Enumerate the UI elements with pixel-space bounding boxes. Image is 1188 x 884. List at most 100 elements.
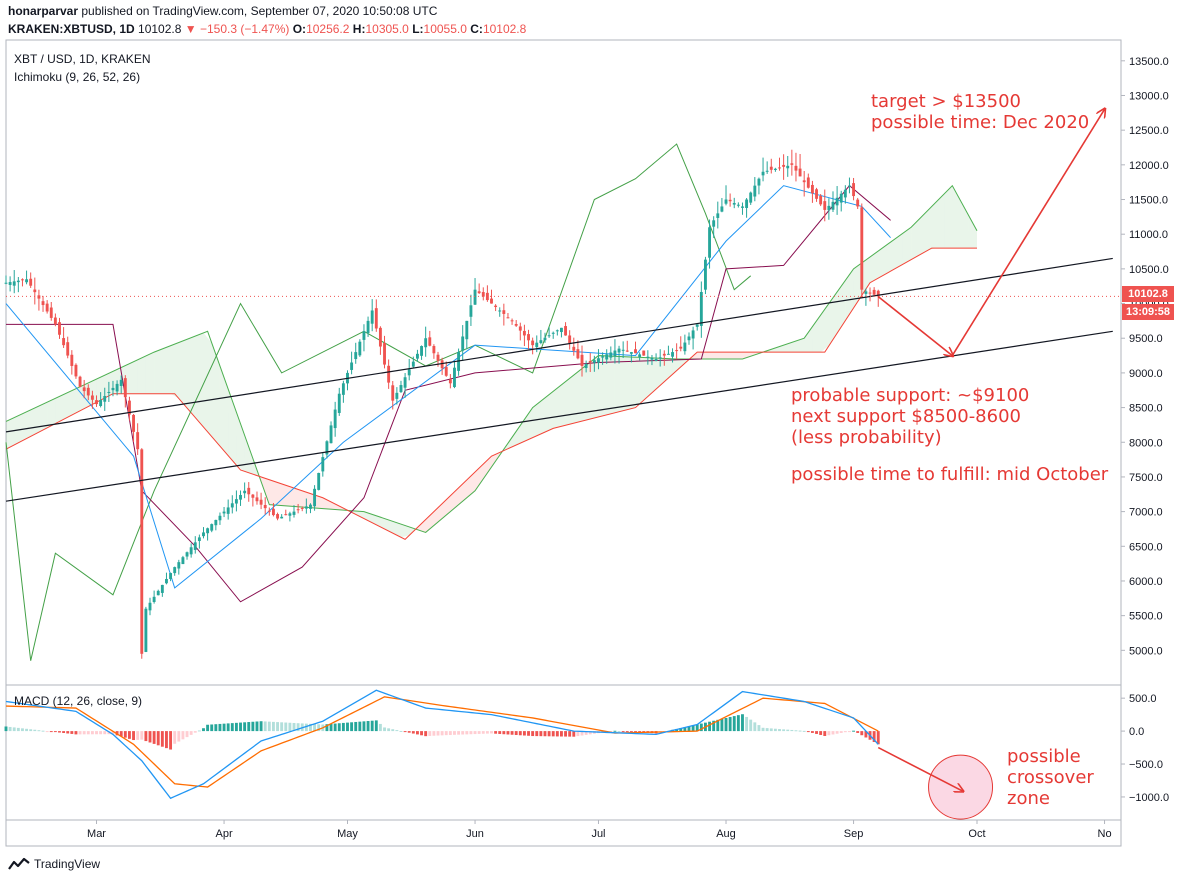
cloud-segment [639, 357, 648, 404]
macd-legend[interactable]: MACD (12, 26, close, 9) [14, 694, 143, 708]
author-name[interactable]: honarparvar [8, 4, 79, 18]
pair-legend[interactable]: XBT / USD, 1D, KRAKEN [14, 52, 151, 66]
candle-body [806, 177, 810, 188]
macd-histogram-bar [16, 727, 20, 732]
macd-histogram-bar [387, 728, 391, 732]
price-tick-label: 5500.0 [1129, 611, 1163, 623]
cloud-segment [837, 280, 846, 334]
senkou-span-a-line [5, 184, 978, 533]
price-tick-label: 9500.0 [1129, 333, 1163, 345]
macd-histogram-bar [309, 723, 312, 732]
candle-body [564, 326, 567, 336]
crossover-line-2: crossover [1007, 767, 1094, 788]
macd-histogram-bar [206, 724, 210, 732]
candle-body [522, 330, 526, 336]
macd-histogram-bar [531, 731, 535, 737]
candle-body [403, 377, 407, 388]
macd-histogram-bar [362, 721, 366, 732]
macd-histogram-bar [864, 731, 868, 738]
candle-body [127, 400, 131, 415]
candle-body [53, 317, 57, 325]
macd-histogram-bar [572, 731, 576, 737]
candle-body [646, 356, 650, 358]
candle-body [839, 193, 843, 203]
ohlc-line: KRAKEN:XBTUSD, 1D 10102.8 ▼ −150.3 (−1.4… [8, 22, 526, 36]
price-tick-label: 7000.0 [1129, 507, 1163, 519]
macd-histogram-bar [82, 731, 86, 735]
cloud-segment [631, 357, 640, 409]
macd-histogram-bar [827, 731, 831, 736]
macd-histogram-bar [218, 723, 222, 732]
macd-histogram-bar [588, 731, 592, 735]
macd-histogram-bar [790, 729, 794, 732]
macd-histogram-bar [802, 730, 806, 732]
candle-body [666, 353, 670, 355]
macd-histogram-bar [395, 730, 399, 732]
candle-body [769, 166, 773, 170]
macd-histogram-bar [358, 721, 362, 732]
candle-body [300, 507, 304, 509]
candle-body [465, 320, 469, 340]
brand-name: TradingView [34, 857, 101, 871]
macd-histogram-bar [317, 724, 321, 732]
candle-body [448, 379, 452, 384]
footer-brand[interactable]: TradingView [8, 857, 100, 871]
macd-histogram-bar [621, 731, 625, 733]
candle-body [625, 350, 629, 352]
macd-histogram-bar [638, 731, 642, 733]
candle-body [86, 387, 90, 396]
candle-body [691, 330, 695, 339]
cloud-segment [614, 356, 624, 413]
cloud-segment [952, 185, 961, 249]
cloud-segment [606, 355, 615, 415]
cloud-segment [787, 341, 796, 353]
macd-histogram-bar [786, 729, 790, 732]
candle-body [872, 289, 876, 295]
candle-body [592, 360, 596, 363]
time-tick-label: Jul [591, 828, 605, 840]
candle-body [350, 362, 354, 370]
price-change: ▼ −150.3 (−1.47%) [184, 22, 290, 36]
cloud-segment [178, 339, 188, 409]
macd-histogram-bar [12, 727, 16, 732]
candle-body [193, 542, 197, 550]
open-label: O: [292, 22, 307, 36]
macd-histogram-bar [123, 731, 127, 738]
candle-body [827, 205, 831, 211]
candle-body [745, 199, 749, 208]
cloud-segment [894, 233, 903, 269]
macd-histogram-bar [103, 731, 107, 735]
candle-body [424, 338, 428, 348]
candle-body [823, 201, 827, 210]
candle-body [45, 303, 49, 312]
macd-histogram-bar [259, 721, 263, 732]
candle-body [16, 280, 20, 283]
macd-histogram-bar [148, 731, 152, 743]
cloud-segment [6, 417, 15, 450]
cloud-segment [746, 352, 755, 358]
macd-histogram-bar [453, 731, 456, 735]
ichimoku-legend[interactable]: Ichimoku (9, 26, 52, 26) [14, 70, 141, 84]
price-tick-label: 9000.0 [1129, 368, 1163, 380]
macd-histogram-bar [625, 731, 629, 733]
candle-body [226, 507, 230, 514]
low-label: L: [412, 22, 424, 36]
macd-histogram-bar [313, 724, 317, 732]
candle-body [251, 494, 255, 498]
cloud-segment [318, 496, 327, 509]
cloud-segment [647, 357, 657, 397]
macd-histogram-bar [609, 731, 613, 733]
cloud-segment [968, 215, 977, 249]
macd-histogram-bar [477, 731, 481, 734]
cloud-segment [38, 402, 48, 433]
candle-body [358, 341, 362, 356]
price-tick-label: 6000.0 [1129, 576, 1163, 588]
candle-body [378, 327, 382, 347]
target-line-1: target > $13500 [871, 91, 1021, 112]
high-value: 10305.0 [365, 22, 409, 36]
cloud-segment [475, 464, 484, 491]
macd-histogram-bar [510, 731, 514, 735]
candle-body [156, 590, 160, 596]
candle-body [99, 400, 103, 406]
